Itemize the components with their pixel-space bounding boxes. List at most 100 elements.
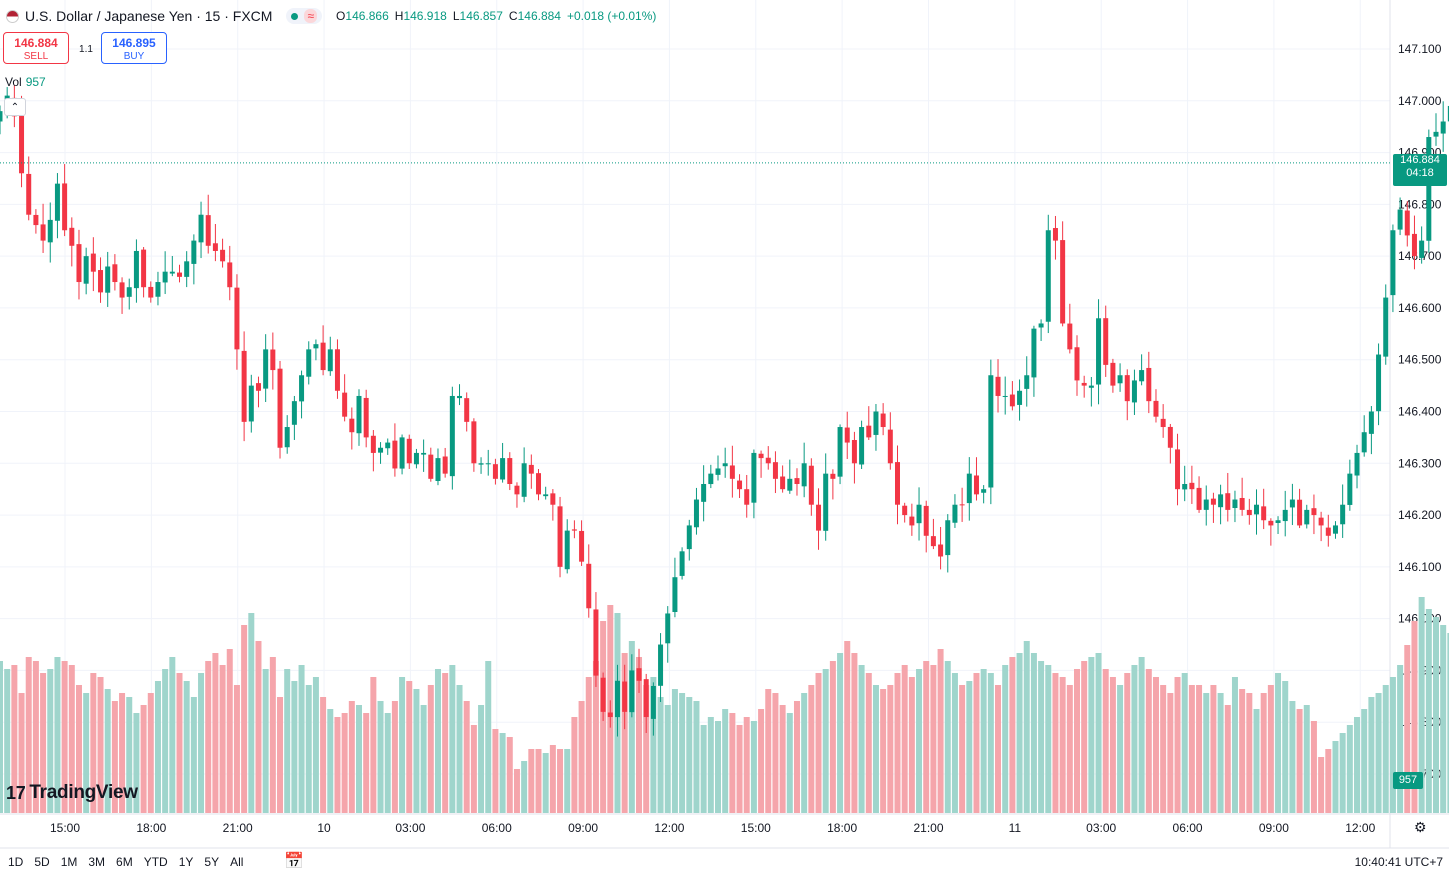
- volume-bar: [995, 685, 1002, 813]
- volume-bar: [111, 701, 118, 813]
- volume-bar: [1418, 597, 1425, 813]
- range-button-ytd[interactable]: YTD: [143, 855, 168, 869]
- candle-body: [988, 375, 994, 488]
- range-button-1d[interactable]: 1D: [8, 855, 24, 869]
- candle-body: [765, 457, 771, 464]
- candle-body: [1325, 527, 1331, 536]
- chevron-up-icon[interactable]: ⌃: [4, 98, 26, 116]
- candle-body: [866, 425, 872, 438]
- volume-bar: [901, 665, 908, 813]
- candle-body: [291, 401, 297, 425]
- candle-body: [47, 219, 53, 243]
- candle-body: [1196, 487, 1202, 510]
- candle-body: [105, 266, 111, 293]
- x-tick-label: 12:00: [1345, 821, 1375, 835]
- volume-bar: [1124, 673, 1131, 813]
- x-tick-label: 15:00: [741, 821, 771, 835]
- candle-body: [679, 551, 685, 576]
- range-button-1y[interactable]: 1Y: [178, 855, 194, 869]
- volume-bar: [1174, 677, 1181, 813]
- candle-body: [1376, 354, 1382, 412]
- candle-body: [708, 473, 714, 485]
- candle-body: [1146, 367, 1152, 402]
- candle-body: [155, 282, 161, 297]
- volume-bar: [61, 661, 68, 813]
- candle-body: [543, 494, 549, 497]
- tradingview-logo[interactable]: 17 TradingView: [6, 782, 138, 804]
- volume-bar: [671, 689, 678, 813]
- volume-bar: [657, 697, 664, 813]
- time-zone-clock[interactable]: 10:40:41 UTC+7: [1354, 855, 1443, 869]
- range-button-5y[interactable]: 5Y: [204, 855, 220, 869]
- volume-bar: [1361, 709, 1368, 813]
- volume-bar: [786, 713, 793, 813]
- volume-bar: [1152, 677, 1159, 813]
- candle-body: [90, 253, 96, 272]
- range-button-3m[interactable]: 3M: [88, 855, 106, 869]
- volume-bar: [1411, 621, 1418, 813]
- buy-button[interactable]: 146.895 BUY: [101, 32, 167, 64]
- candle-body: [1017, 390, 1023, 405]
- candle-body: [701, 484, 707, 502]
- volume-bar: [463, 701, 470, 813]
- candle-body: [248, 385, 254, 422]
- candle-body: [191, 240, 197, 264]
- volume-legend[interactable]: Vol 957: [5, 75, 46, 89]
- tradingview-wordmark: TradingView: [29, 782, 138, 803]
- volume-bar: [1203, 693, 1210, 813]
- range-button-5d[interactable]: 5D: [34, 855, 50, 869]
- volume-bar: [1167, 693, 1174, 813]
- candle-body: [385, 442, 391, 449]
- candle-body: [1002, 395, 1008, 397]
- candle-body: [1289, 499, 1295, 508]
- volume-bar: [1397, 665, 1404, 813]
- volume-bar: [25, 657, 32, 813]
- candle-body: [1354, 452, 1360, 476]
- ohlc-close: C146.884: [508, 9, 561, 23]
- candle-body: [162, 271, 168, 283]
- candle-body: [607, 712, 613, 718]
- chart-settings-gear-icon[interactable]: ⚙: [1414, 819, 1427, 835]
- volume-bar: [628, 641, 635, 813]
- range-button-1m[interactable]: 1M: [60, 855, 78, 869]
- x-tick-label: 18:00: [136, 821, 166, 835]
- candle-body: [54, 183, 60, 221]
- candle-body: [356, 395, 362, 434]
- candle-body: [1383, 297, 1389, 357]
- candle-body: [816, 504, 822, 531]
- range-button-6m[interactable]: 6M: [116, 855, 133, 869]
- candle-body: [270, 349, 276, 371]
- volume-bar: [1239, 689, 1246, 813]
- candle-body: [830, 473, 836, 479]
- candle-body: [923, 505, 929, 536]
- sell-button[interactable]: 146.884 SELL: [3, 32, 69, 64]
- volume-bar: [363, 713, 370, 813]
- volume-bar: [643, 685, 650, 813]
- y-tick-label: 146.500: [1398, 353, 1442, 367]
- volume-bar: [944, 661, 951, 813]
- candle-body: [1024, 375, 1030, 389]
- candle-body: [579, 530, 585, 562]
- volume-bar: [750, 721, 757, 813]
- candle-body: [141, 249, 147, 288]
- current-price: 146.884: [1400, 153, 1440, 166]
- candle-body: [614, 680, 620, 718]
- volume-bar: [1260, 693, 1267, 813]
- volume-bar: [880, 689, 887, 813]
- candle-body: [349, 418, 355, 433]
- range-button-all[interactable]: All: [230, 855, 244, 869]
- candle-body: [363, 397, 369, 438]
- candle-body: [1361, 432, 1367, 453]
- candle-body: [643, 679, 649, 718]
- volume-bar: [636, 657, 643, 813]
- volume-bar: [736, 725, 743, 813]
- volume-bar: [686, 697, 693, 813]
- candle-body: [973, 475, 979, 495]
- x-tick-label: 21:00: [223, 821, 253, 835]
- symbol-title[interactable]: U.S. Dollar / Japanese Yen · 15 · FXCM: [25, 8, 273, 24]
- candle-body: [794, 478, 800, 484]
- market-status[interactable]: ≈: [286, 8, 323, 24]
- calendar-goto-icon[interactable]: 📅: [284, 853, 304, 870]
- candle-body: [1088, 385, 1094, 388]
